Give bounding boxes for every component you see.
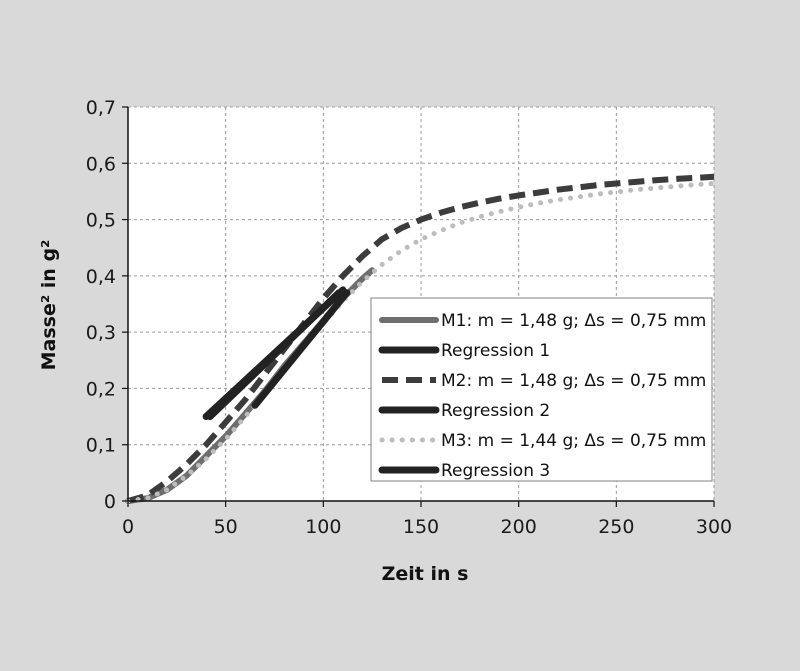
y-tick-label: 0 <box>104 491 116 513</box>
y-tick-label: 0,6 <box>86 153 116 175</box>
series-layer <box>125 173 717 504</box>
x-tick-label: 50 <box>214 516 238 538</box>
legend-label-4: Regression 2 <box>441 401 550 421</box>
x-tick-label: 150 <box>403 516 439 538</box>
y-tick-label: 0,2 <box>86 378 116 400</box>
y-tick-label: 0,1 <box>86 435 116 457</box>
y-tick-label: 0,4 <box>86 266 116 288</box>
legend-label-5: M3: m = 1,44 g; Δs = 0,75 mm <box>441 431 706 451</box>
legend-label-1: M1: m = 1,48 g; Δs = 0,75 mm <box>441 311 706 331</box>
x-tick-label: 300 <box>696 516 732 538</box>
y-tick-label: 0,7 <box>86 97 116 119</box>
series-line-6 <box>251 289 351 409</box>
y-tick-label: 0,3 <box>86 322 116 344</box>
x-tick-label: 100 <box>305 516 341 538</box>
y-tick-labels: 0 0,1 0,2 0,3 0,4 0,5 0,6 0,7 <box>86 97 116 513</box>
y-axis-title: Masse² in g² <box>38 240 60 371</box>
legend-label-2: Regression 1 <box>441 341 550 361</box>
legend-label-3: M2: m = 1,48 g; Δs = 0,75 mm <box>441 371 706 391</box>
x-tick-label: 250 <box>598 516 634 538</box>
x-tick-labels: 0 50 100 150 200 250 300 <box>122 516 732 538</box>
x-tick-label: 200 <box>501 516 537 538</box>
series-line-4 <box>206 289 343 421</box>
series-line-3 <box>127 173 715 504</box>
legend: M1: m = 1,48 g; Δs = 0,75 mm Regression 1… <box>370 297 713 482</box>
legend-box <box>370 297 713 482</box>
axes <box>122 106 715 507</box>
legend-label-6: Regression 3 <box>441 461 550 481</box>
x-axis-title: Zeit in s <box>382 563 469 585</box>
x-tick-label: 0 <box>122 516 134 538</box>
y-tick-label: 0,5 <box>86 210 116 232</box>
